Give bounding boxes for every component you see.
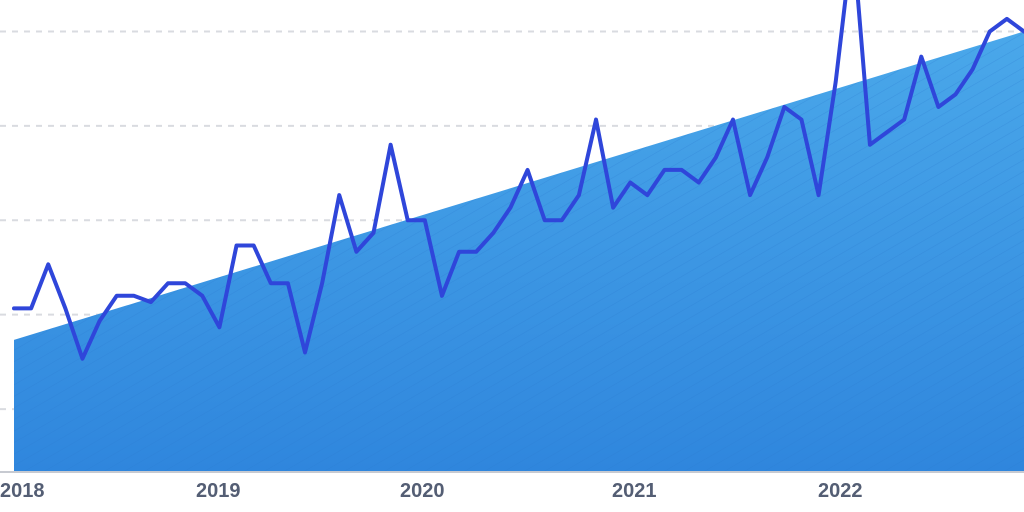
trend-chart: 2018 2019 2020 2021 2022	[0, 0, 1024, 512]
x-axis-label: 2020	[400, 480, 445, 503]
x-axis-label: 2022	[818, 480, 863, 503]
x-axis-label: 2019	[196, 480, 241, 503]
x-axis-label: 2021	[612, 480, 657, 503]
chart-svg	[0, 0, 1024, 512]
x-axis-label: 2018	[0, 480, 45, 503]
